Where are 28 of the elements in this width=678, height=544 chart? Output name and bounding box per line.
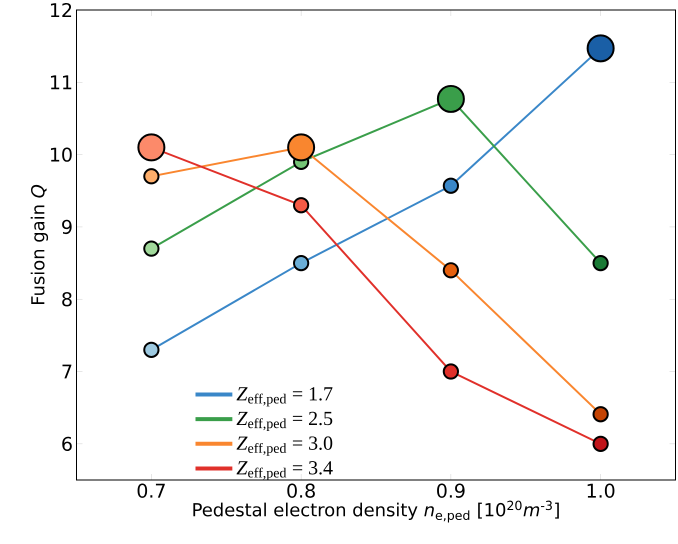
point — [293, 254, 310, 272]
x-tick-label: 0.9 — [437, 484, 465, 498]
point — [143, 240, 160, 257]
point — [293, 197, 310, 214]
x-tick-label: 1.0 — [588, 484, 614, 498]
legend-label: Z$_{eff,ped}$ = 1.7 — [236, 387, 332, 406]
point — [143, 342, 160, 358]
y-tick-label: 12 — [50, 2, 72, 18]
point — [592, 436, 609, 452]
x-tick-label: 0.8 — [287, 484, 315, 498]
y-tick-label: 11 — [50, 75, 72, 90]
point — [592, 254, 609, 272]
legend-label: Z$_{eff,ped}$ = 3.0 — [236, 436, 332, 456]
legend-label: Z$_{eff,ped}$ = 2.5 — [236, 412, 332, 432]
y-tick-label: 10 — [50, 147, 72, 162]
y-tick-label: 6 — [62, 436, 72, 451]
legend-label: Z$_{eff,ped}$ = 3.4 — [236, 461, 333, 480]
y-axis-title: Fusion gain Q — [30, 184, 48, 304]
point — [442, 262, 459, 278]
point — [592, 406, 609, 422]
x-axis-title: Pedestal electron density n$_{e,ped}$ [10$^{20}$m$^{-3}$] — [193, 500, 559, 522]
x-tick-label: 0.7 — [138, 484, 165, 498]
point — [143, 168, 160, 184]
point — [442, 363, 459, 380]
y-tick-label: 7 — [62, 364, 72, 378]
y-tick-label: 9 — [62, 220, 72, 234]
y-tick-label: 8 — [62, 292, 72, 306]
point — [442, 178, 459, 194]
